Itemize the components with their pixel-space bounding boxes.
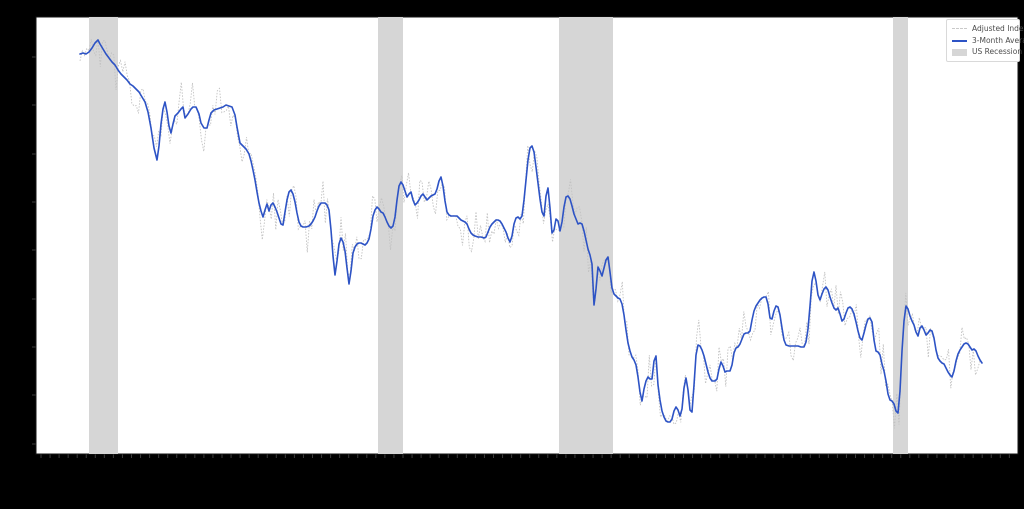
legend-label: Adjusted Index <box>972 23 1024 33</box>
recession-band <box>559 17 613 454</box>
recession-patch-swatch-icon <box>952 48 967 56</box>
plot-area <box>35 16 1019 455</box>
legend-item-3-month-average: 3-Month Average <box>952 35 1024 47</box>
legend-label: 3-Month Average <box>972 35 1024 45</box>
solid-line-swatch-icon <box>952 39 967 42</box>
recession-band <box>89 17 118 454</box>
recession-band <box>893 17 908 454</box>
recession-band <box>378 17 403 454</box>
adjusted-index-line <box>79 38 981 429</box>
legend: Adjusted Index 3-Month Average US Recess… <box>946 19 1024 62</box>
dashed-line-swatch-icon <box>952 28 967 30</box>
legend-item-us-recession: US Recession <box>952 46 1022 58</box>
legend-item-adjusted-index: Adjusted Index <box>952 23 1024 35</box>
three-month-average-line <box>79 39 983 423</box>
legend-label: US Recession <box>972 47 1023 57</box>
